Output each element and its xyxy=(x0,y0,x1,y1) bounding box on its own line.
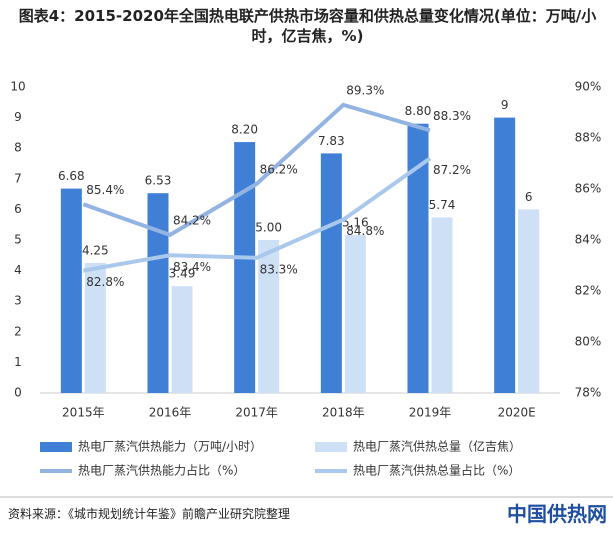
bar xyxy=(431,217,453,393)
legend-label: 热电厂蒸汽供热总量（亿吉焦） xyxy=(353,439,521,454)
value-label: 86.2% xyxy=(260,162,298,176)
bar xyxy=(344,235,366,393)
bar xyxy=(84,262,106,393)
y-tick-label: 10 xyxy=(10,80,25,94)
value-label: 4.25 xyxy=(82,243,109,257)
source: 资料来源：《城市规划统计年鉴》前瞻产业研究院整理 xyxy=(8,507,291,521)
value-label: 3.49 xyxy=(169,267,196,281)
y-tick-label: 8 xyxy=(14,141,22,155)
x-tick-label: 2018年 xyxy=(322,406,365,420)
y2-tick-label: 90% xyxy=(575,80,602,94)
y-tick-label: 0 xyxy=(14,386,22,400)
x-tick-label: 2015年 xyxy=(62,406,105,420)
value-label: 6.53 xyxy=(145,174,172,188)
x-tick-label: 2019年 xyxy=(409,406,452,420)
value-label: 83.3% xyxy=(260,262,298,276)
legend-swatch xyxy=(40,442,72,452)
y2-tick-label: 88% xyxy=(575,131,602,145)
bar xyxy=(234,142,256,393)
bar xyxy=(407,123,429,393)
bar xyxy=(518,209,540,393)
legend-label: 热电厂蒸汽供热能力占比（%） xyxy=(78,463,245,478)
chart-title: 图表4：2015-2020年全国热电联产供热市场容量和供热总量变化情况(单位：万… xyxy=(18,7,597,45)
y-tick-label: 3 xyxy=(14,294,22,308)
value-label: 6.68 xyxy=(58,169,85,183)
value-label: 83.4% xyxy=(173,260,211,274)
value-label: 7.83 xyxy=(318,134,345,148)
y-tick-label: 9 xyxy=(14,110,22,124)
line xyxy=(82,102,431,238)
value-label: 85.4% xyxy=(86,183,124,197)
value-label: 84.2% xyxy=(173,213,211,227)
value-label: 84.8% xyxy=(346,224,384,238)
legend-swatch xyxy=(315,442,347,452)
x-tick-label: 2017年 xyxy=(235,406,278,420)
value-label: 5.74 xyxy=(429,198,456,212)
y-tick-label: 5 xyxy=(14,233,22,247)
bar xyxy=(171,286,193,393)
y-tick-label: 2 xyxy=(14,324,22,338)
legend-label: 热电厂蒸汽供热能力（万吨/小时） xyxy=(78,439,262,454)
y-tick-label: 4 xyxy=(14,263,22,277)
value-label: 88.3% xyxy=(433,109,471,123)
y-tick-label: 7 xyxy=(14,171,22,185)
value-label: 87.2% xyxy=(433,163,471,177)
bar xyxy=(320,153,342,393)
y-tick-label: 6 xyxy=(14,202,22,216)
value-label: 6 xyxy=(525,190,533,204)
line xyxy=(82,156,432,273)
y2-tick-label: 82% xyxy=(575,284,602,298)
value-label: 5.00 xyxy=(255,221,282,235)
x-tick-label: 2020E xyxy=(498,406,536,420)
y-tick-label: 1 xyxy=(14,355,22,369)
value-label: 8.20 xyxy=(231,123,258,137)
value-label: 89.3% xyxy=(346,83,384,97)
y2-tick-label: 80% xyxy=(575,335,602,349)
y2-tick-label: 86% xyxy=(575,182,602,196)
brand: 中国供热网 xyxy=(507,502,607,526)
y2-tick-label: 84% xyxy=(575,233,602,247)
y2-tick-label: 78% xyxy=(575,386,602,400)
x-tick-label: 2016年 xyxy=(149,406,192,420)
bar xyxy=(494,117,516,393)
value-label: 8.80 xyxy=(405,104,432,118)
value-label: 82.8% xyxy=(86,275,124,289)
bar xyxy=(258,240,280,393)
value-label: 5.16 xyxy=(342,216,369,230)
bar xyxy=(147,193,169,393)
value-label: 9 xyxy=(501,98,509,112)
bar xyxy=(60,188,82,393)
legend-label: 热电厂蒸汽供热总量占比（%） xyxy=(353,463,520,478)
